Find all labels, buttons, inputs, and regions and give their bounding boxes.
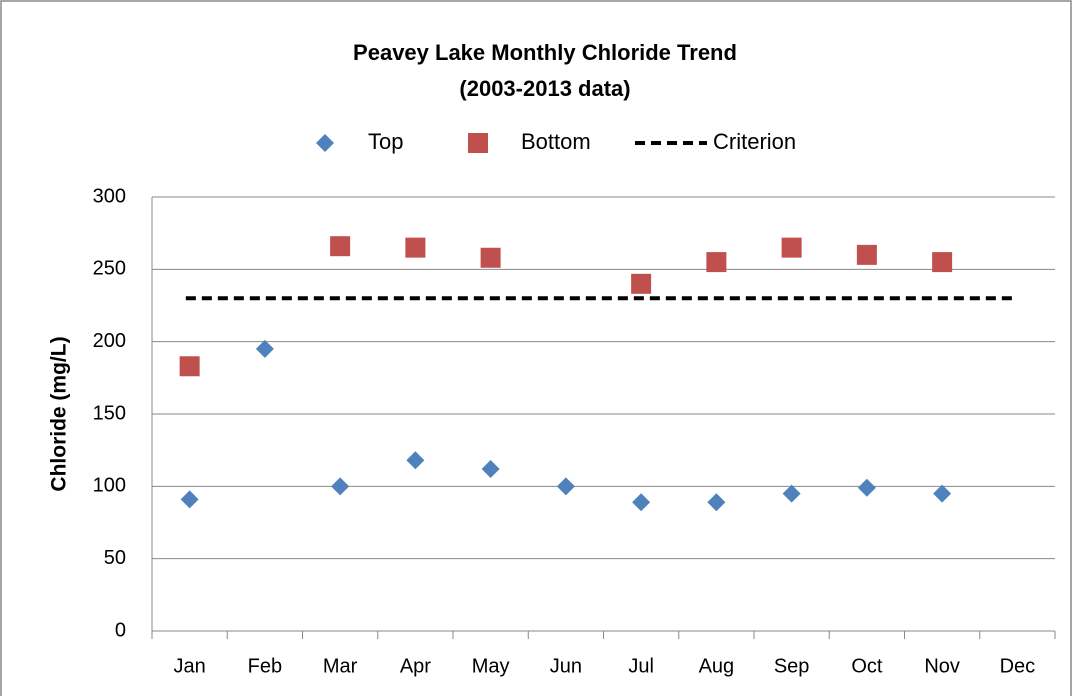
y-tick-label: 150 [93, 402, 126, 424]
data-point [179, 356, 200, 377]
data-point [406, 451, 425, 470]
data-point [331, 477, 350, 496]
y-tick-label: 100 [93, 475, 126, 497]
x-tick-label: Jun [550, 655, 582, 677]
y-tick-label: 0 [115, 619, 126, 641]
data-point [707, 493, 726, 512]
x-tick-label: Oct [851, 655, 883, 677]
y-tick-label: 250 [93, 258, 126, 280]
chart-subtitle: (2003-2013 data) [459, 76, 630, 101]
data-point [556, 477, 575, 496]
x-tick-label: Feb [248, 655, 282, 677]
chart-title: Peavey Lake Monthly Chloride Trend [353, 40, 737, 65]
x-tick-label: Dec [1000, 655, 1036, 677]
y-axis-label: Chloride (mg/L) [48, 336, 71, 491]
legend-swatch [316, 134, 334, 152]
legend-label: Criterion [713, 129, 796, 154]
data-point [481, 459, 500, 478]
data-point [706, 252, 727, 273]
data-point [631, 273, 652, 294]
legend-label: Bottom [521, 129, 591, 154]
x-tick-label: Nov [924, 655, 960, 677]
data-point [856, 244, 877, 265]
data-point [782, 484, 801, 503]
x-tick-label: Jul [628, 655, 654, 677]
data-point [933, 484, 952, 503]
data-point [330, 236, 351, 257]
x-tick-label: Aug [699, 655, 735, 677]
y-tick-label: 50 [104, 547, 126, 569]
x-tick-label: Mar [323, 655, 358, 677]
legend-label: Top [368, 129, 403, 154]
data-point [632, 493, 651, 512]
legend-swatch [468, 133, 488, 153]
data-point [405, 237, 426, 258]
x-tick-label: May [472, 655, 510, 677]
data-point [932, 252, 953, 273]
y-tick-label: 300 [93, 185, 126, 207]
y-tick-label: 200 [93, 330, 126, 352]
data-point [180, 490, 199, 509]
data-point [781, 237, 802, 258]
x-tick-label: Sep [774, 655, 810, 677]
data-point [255, 339, 274, 358]
data-point [857, 478, 876, 497]
x-tick-label: Jan [174, 655, 206, 677]
x-tick-label: Apr [400, 655, 431, 677]
data-point [480, 247, 501, 268]
